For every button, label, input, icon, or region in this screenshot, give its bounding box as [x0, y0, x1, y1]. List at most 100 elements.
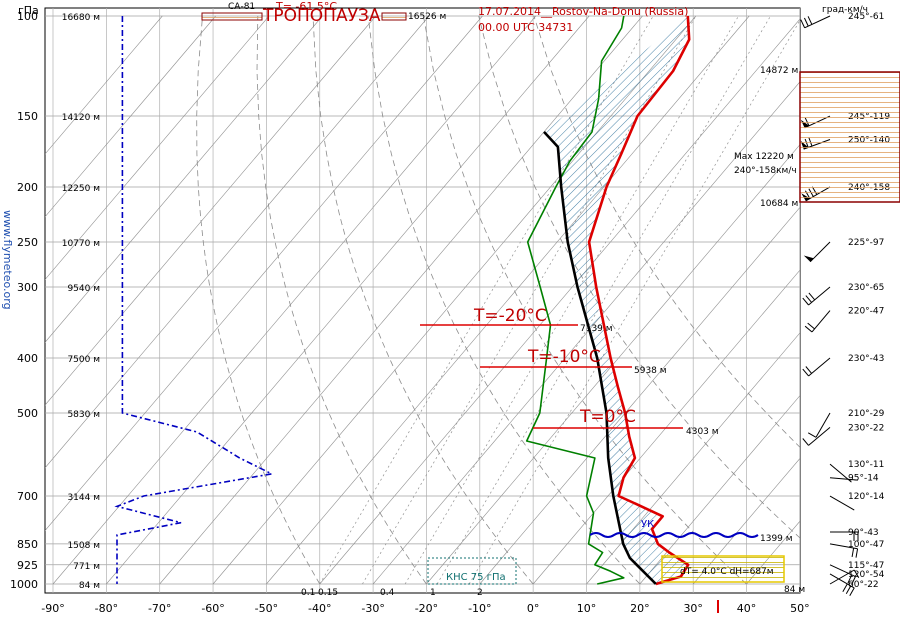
- pressure-tick-label: 925: [17, 559, 38, 572]
- skew-isotherm: [319, 18, 800, 585]
- wind-barb-feather: [808, 292, 816, 301]
- wind-barb-shaft: [815, 412, 831, 438]
- knc-label: КНС 75 гПа: [446, 572, 506, 583]
- temperature-tick-label: 40°: [737, 602, 757, 615]
- temperature-tick-label: -40°: [308, 602, 331, 615]
- skew-isotherm: [106, 15, 590, 585]
- skew-isotherm: [692, 457, 800, 585]
- skew-isotherm: [586, 332, 800, 585]
- wind-label: 230°-43: [848, 354, 884, 364]
- wind-label: 90°-43: [848, 528, 879, 538]
- skew-isotherm: [45, 15, 430, 469]
- wind-barb-shaft: [829, 543, 858, 550]
- wind-barb-feather: [805, 295, 812, 303]
- height-tick-label: 84 м: [79, 581, 100, 591]
- surface-height: 84 м: [784, 585, 805, 595]
- pressure-tick-label: 150: [17, 110, 38, 123]
- isotherm-minus20-height: 7139 м: [580, 324, 613, 334]
- wind-label: 120°-54: [848, 570, 885, 580]
- wind-barb-shaft: [809, 241, 831, 263]
- pressure-tick-label: 250: [17, 236, 38, 249]
- wind-barb-shaft: [829, 495, 855, 511]
- series-layer: [525, 15, 691, 586]
- pressure-tick-label: 850: [17, 538, 38, 551]
- wind-barb-feather: [802, 297, 809, 306]
- wind-barb: [829, 573, 855, 596]
- isotherm-minus10-label: T=-10°C: [527, 347, 601, 367]
- mixing-ratio-line: [404, 15, 739, 585]
- wind-barb-shaft: [808, 286, 831, 306]
- pressure-tick-label: 1000: [10, 578, 38, 591]
- height-tick-label: 14120 м: [62, 113, 100, 123]
- wind-barb-feather: [851, 576, 856, 585]
- wind-barb-feather: [807, 16, 813, 25]
- instability-area: [544, 16, 690, 584]
- skew-isotherm: [479, 206, 800, 585]
- wind-barb-shaft: [804, 15, 831, 29]
- skew-isotherm: [45, 15, 270, 281]
- station-title: 17.07.2014__Rostov-Na-Donu (Russia): [478, 5, 688, 18]
- wind-barb-feather: [842, 583, 848, 592]
- skew-isotherm: [372, 81, 800, 585]
- condensation-level-wave: [589, 532, 759, 538]
- wind-barb-shaft: [829, 573, 855, 589]
- height-tick-label: 7500 м: [67, 355, 100, 365]
- wind-barb: [802, 427, 831, 446]
- wind-barb-shaft: [829, 477, 858, 481]
- jet-top-height: 14872 м: [760, 66, 798, 76]
- dry-adiabat: [533, 15, 800, 448]
- parcel-line: [543, 131, 657, 585]
- wind-barb: [829, 564, 856, 585]
- dry-adiabat: [196, 15, 321, 585]
- height-tick-label: 771 м: [73, 562, 100, 572]
- wind-barb-feather: [807, 432, 817, 438]
- wind-barb-flag: [803, 255, 814, 262]
- wind-barb: [802, 357, 831, 377]
- mixing-ratio-label: 0.4: [380, 588, 395, 598]
- temperature-tick-label: -60°: [201, 602, 224, 615]
- wind-barb: [807, 412, 831, 438]
- wind-barb-feather: [853, 569, 860, 579]
- wind-barb: [829, 495, 855, 511]
- isotherm-zero-label: T=0°C: [579, 407, 636, 427]
- wind-label: 245°-61: [848, 12, 884, 22]
- tropopause-bar-left: [201, 12, 263, 21]
- wind-barb-shaft: [829, 564, 856, 578]
- wind-label: 100°-47: [848, 540, 884, 550]
- isotherm-zero-height: 4303 м: [686, 427, 719, 437]
- wind-barb: [829, 569, 860, 585]
- wind-barb-shaft: [829, 569, 855, 585]
- pressure-tick-label: 700: [17, 490, 38, 503]
- skew-isotherm: [266, 15, 750, 585]
- wind-barb: [830, 531, 859, 542]
- tropopause-label: ТРОПОПАУЗА: [262, 6, 381, 26]
- thermal-dt-dh: dT= 4.0°C dH=687м: [680, 567, 774, 577]
- jet-stream-box: [799, 71, 900, 203]
- labels-layer: 100 16680 м 150 14120 м 200 12250 м 250 10770 м…: [10, 10, 810, 615]
- wind-label: 220°-47: [848, 307, 884, 317]
- jet-max-wind: 240°-158км/ч: [734, 166, 797, 176]
- condensation-level-label: УК: [641, 519, 654, 530]
- wind-label: 210°-29: [848, 409, 885, 419]
- jet-max-height: Max 12220 м: [734, 152, 794, 162]
- tropopause-bar-right: [381, 12, 407, 21]
- tropopause-height: 16526 м: [408, 12, 446, 22]
- humidity-profile-line: [114, 16, 275, 584]
- mixing-ratio-label: 2: [477, 588, 483, 598]
- wind-label: 230°-22: [848, 423, 884, 433]
- wind-barb-shaft: [808, 357, 831, 377]
- wind-label: 230°-65: [848, 283, 884, 293]
- skew-isotherm: [45, 15, 483, 532]
- temperature-tick-label: 50°: [790, 602, 810, 615]
- wind-barb-feather: [855, 548, 859, 558]
- wind-barb-feather: [803, 17, 809, 27]
- skew-isotherm: [45, 15, 163, 155]
- wind-barb: [802, 286, 831, 306]
- wind-barb: [800, 15, 831, 29]
- mixing-ratio-label: 1: [430, 588, 436, 598]
- height-tick-label: 16680 м: [62, 13, 100, 23]
- isotherm-minus20-label: T=-20°C: [473, 306, 547, 326]
- height-tick-label: 12250 м: [62, 184, 100, 194]
- wind-barb-feather: [800, 19, 806, 29]
- wind-barb-feather: [851, 547, 855, 558]
